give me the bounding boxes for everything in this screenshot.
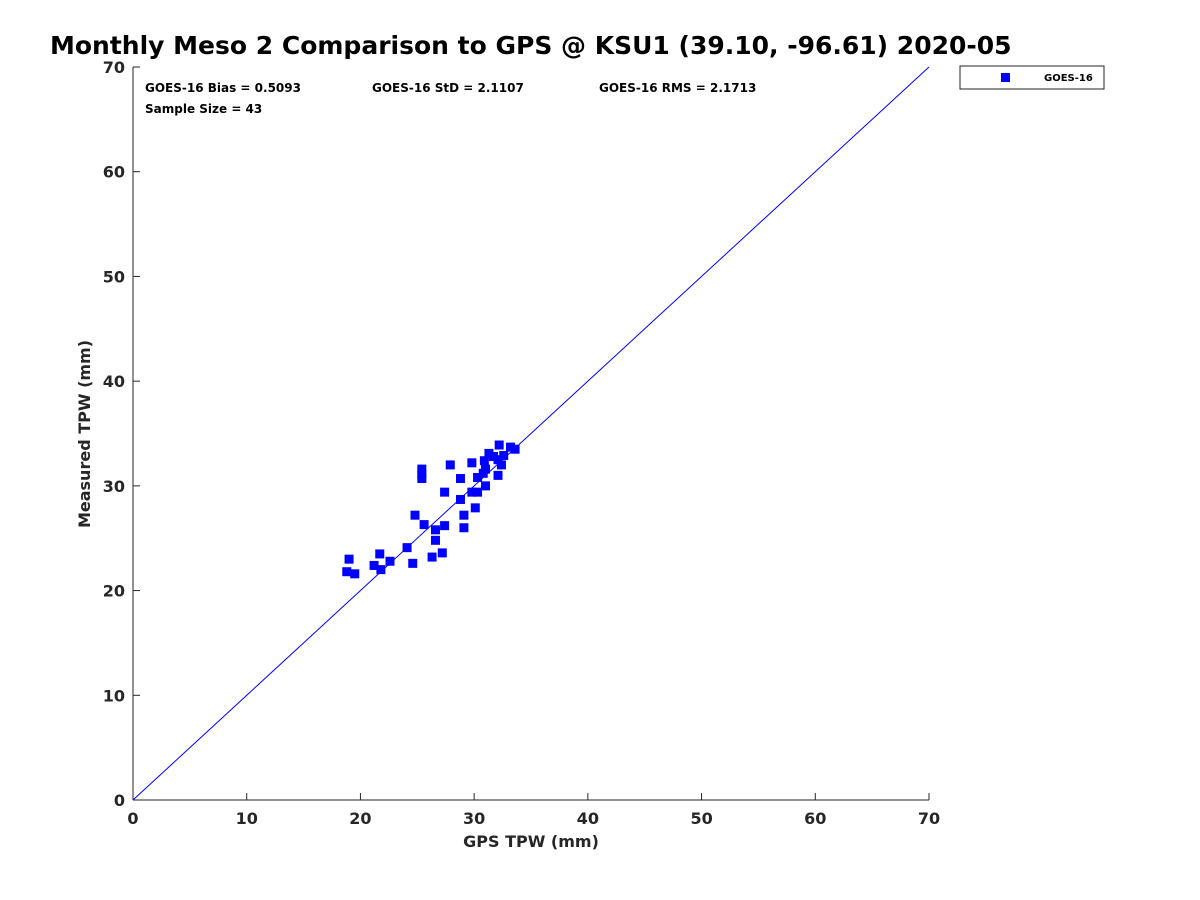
x-tick-label: 0 <box>127 809 138 828</box>
chart-title: Monthly Meso 2 Comparison to GPS @ KSU1 … <box>50 31 1012 60</box>
stats-annotations: GOES-16 Bias = 0.5093 GOES-16 StD = 2.11… <box>145 81 756 116</box>
data-point <box>459 510 469 520</box>
data-point <box>440 521 450 531</box>
y-tick-label: 50 <box>103 267 125 286</box>
x-tick-label: 30 <box>463 809 485 828</box>
plot-area: 0 10 20 30 40 50 60 70 0 10 20 30 40 50 60 70 <box>103 58 940 828</box>
y-ticks: 0 10 20 30 40 50 60 70 <box>103 58 140 810</box>
y-tick-label: 30 <box>103 477 125 496</box>
data-point <box>455 474 465 484</box>
data-point <box>455 494 465 504</box>
data-point <box>417 474 427 484</box>
data-point <box>488 452 498 462</box>
one-to-one-reference-line <box>132 66 930 801</box>
data-point <box>376 565 386 575</box>
data-point <box>430 535 440 545</box>
data-point <box>427 552 437 562</box>
data-point <box>342 567 352 577</box>
x-tick-label: 50 <box>690 809 712 828</box>
data-point <box>493 470 503 480</box>
y-tick-label: 0 <box>114 791 125 810</box>
x-tick-label: 20 <box>349 809 371 828</box>
data-point <box>402 543 412 553</box>
x-axis-label: GPS TPW (mm) <box>463 832 599 851</box>
data-point <box>440 487 450 497</box>
data-point <box>375 549 385 559</box>
data-point <box>493 455 503 465</box>
data-point <box>445 460 455 470</box>
x-tick-label: 70 <box>918 809 940 828</box>
data-point <box>481 481 491 491</box>
y-tick-label: 10 <box>103 686 125 705</box>
data-point <box>437 548 447 558</box>
data-point <box>408 558 418 568</box>
data-point <box>510 444 520 454</box>
x-tick-label: 60 <box>804 809 826 828</box>
data-point <box>369 560 379 570</box>
data-point <box>506 442 516 452</box>
data-point <box>430 525 440 535</box>
data-points <box>342 440 520 579</box>
data-point <box>473 487 483 497</box>
stat-bias: GOES-16 Bias = 0.5093 <box>145 81 301 95</box>
legend-marker <box>1001 73 1010 82</box>
data-point <box>479 456 489 466</box>
y-axis-label: Measured TPW (mm) <box>75 340 94 528</box>
data-point <box>467 458 477 468</box>
legend: GOES-16 <box>959 65 1105 90</box>
y-tick-label: 60 <box>103 163 125 182</box>
data-point <box>470 503 480 513</box>
legend-box <box>959 65 1105 90</box>
data-point <box>385 556 395 566</box>
data-point <box>467 487 477 497</box>
data-point <box>494 440 504 450</box>
data-point <box>481 464 491 474</box>
data-point <box>419 520 429 530</box>
stat-rms: GOES-16 RMS = 2.1713 <box>599 81 756 95</box>
data-point <box>344 554 354 564</box>
data-point <box>499 450 509 460</box>
data-point <box>496 460 506 470</box>
legend-label: GOES-16 <box>1044 73 1093 84</box>
data-point <box>410 510 420 520</box>
x-tick-label: 10 <box>236 809 258 828</box>
y-tick-label: 20 <box>103 582 125 601</box>
x-tick-label: 40 <box>577 809 599 828</box>
stat-std: GOES-16 StD = 2.1107 <box>372 81 524 95</box>
data-point <box>484 448 494 458</box>
data-point <box>417 464 427 474</box>
x-ticks: 0 10 20 30 40 50 60 70 <box>127 793 940 828</box>
data-point <box>459 523 469 533</box>
y-tick-label: 40 <box>103 372 125 391</box>
data-point <box>473 472 483 482</box>
stat-sample-size: Sample Size = 43 <box>145 102 262 116</box>
y-tick-label: 70 <box>103 58 125 77</box>
data-point <box>350 569 360 579</box>
